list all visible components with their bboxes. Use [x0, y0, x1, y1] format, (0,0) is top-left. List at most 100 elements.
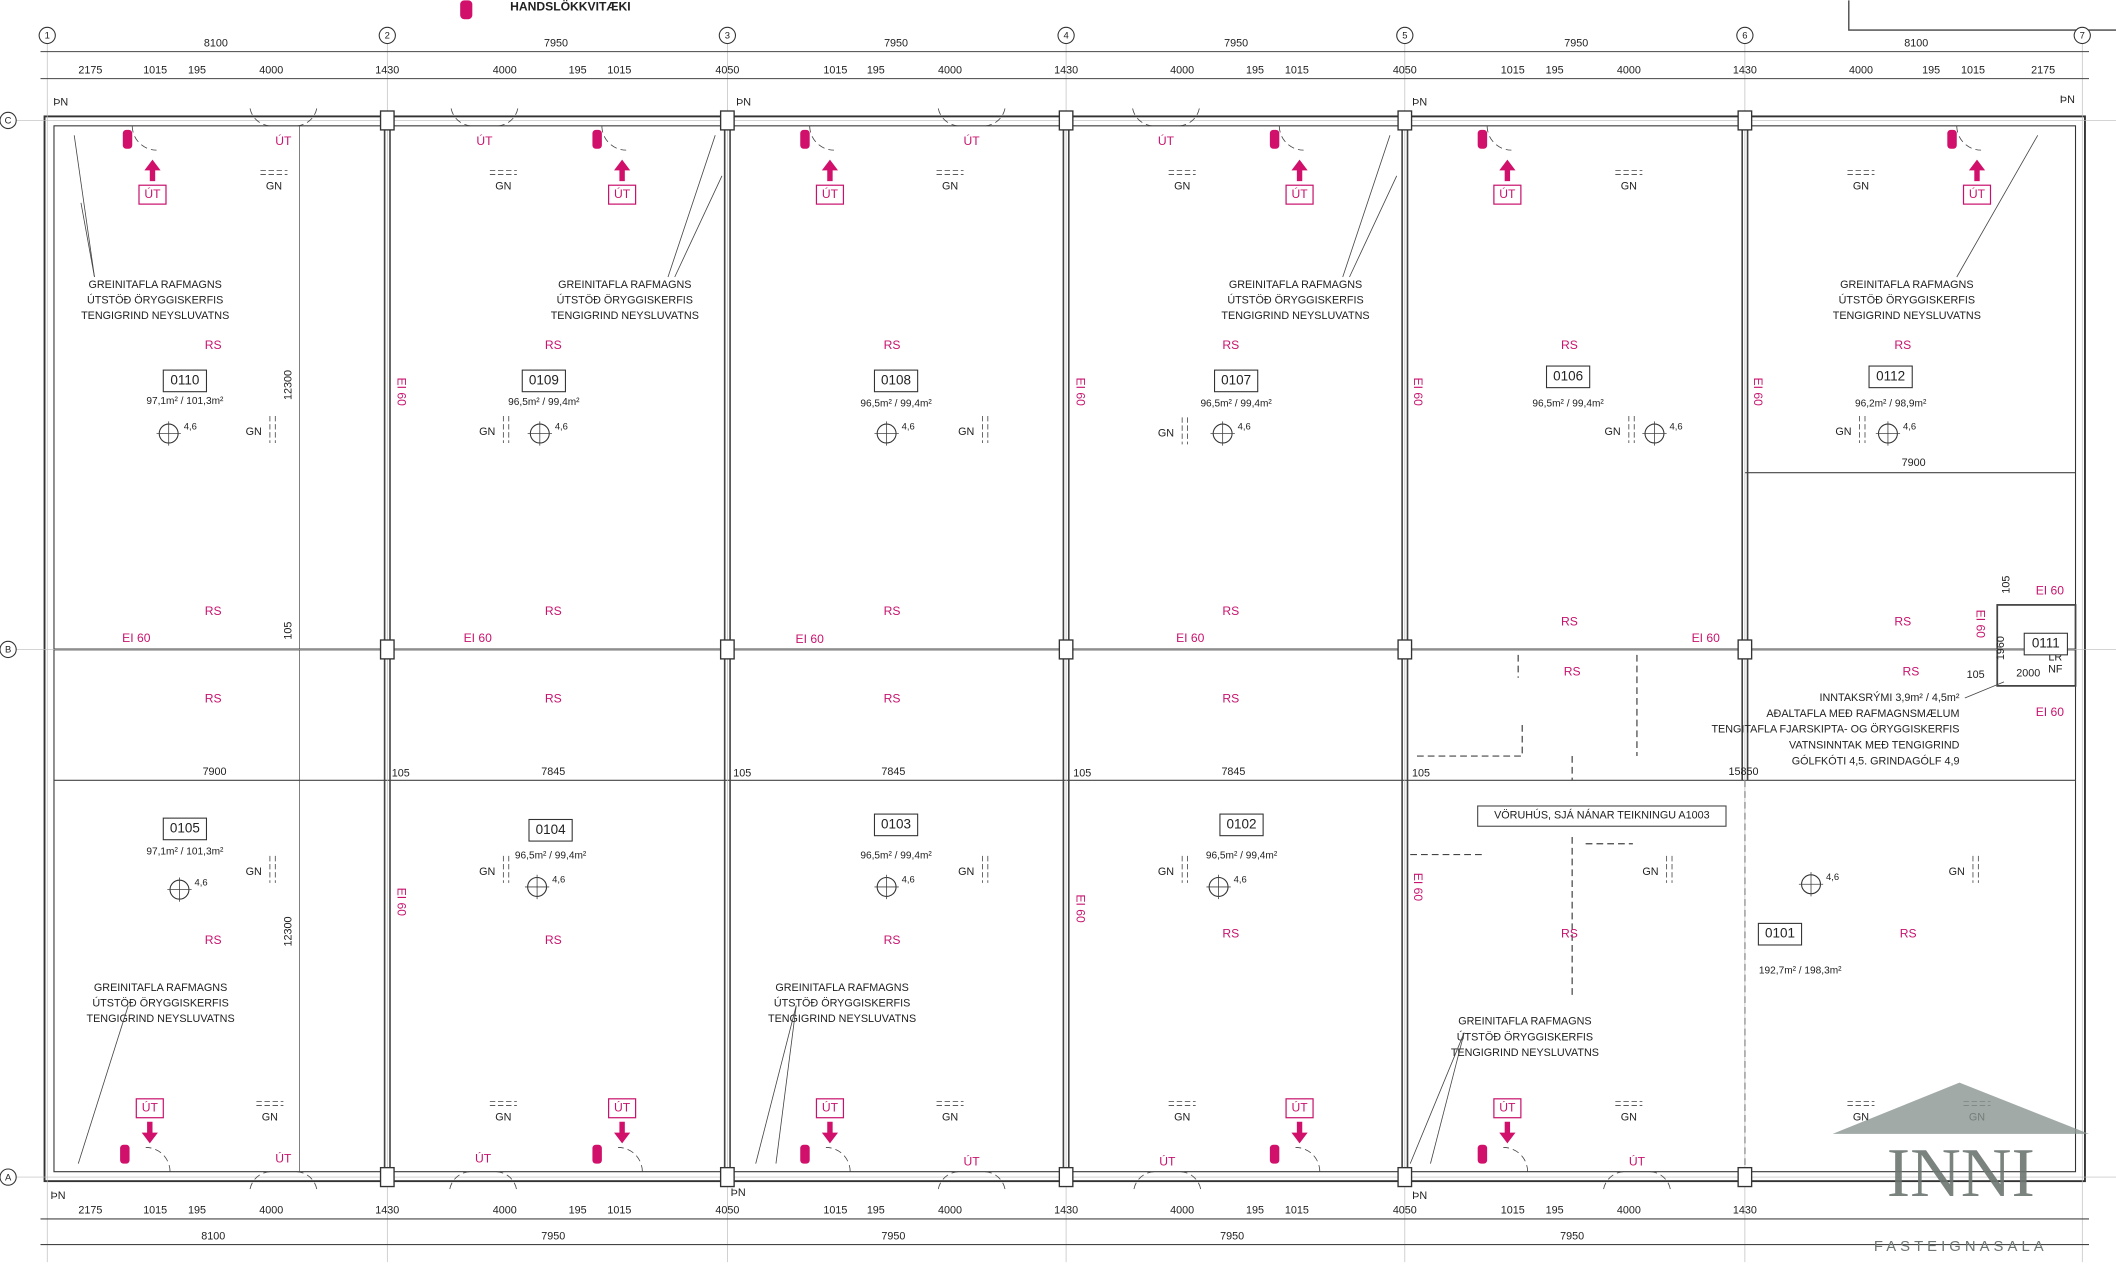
dimension: 2175 [78, 64, 102, 76]
door-swing [1278, 125, 1304, 151]
dimension: 1015 [607, 1205, 631, 1217]
room-area: 97,1m² / 101,3m² [146, 847, 224, 858]
gn-label: GN [1835, 426, 1851, 438]
exit-label: ÚT [964, 133, 981, 148]
grid-label: 2 [385, 31, 390, 42]
rs-label: RS [884, 338, 901, 352]
extinguisher [1269, 1144, 1280, 1164]
dimension: 4000 [493, 64, 517, 76]
dimension: 105 [283, 622, 295, 640]
room-number: 0107 [1221, 372, 1251, 387]
gn-label: GN [266, 180, 282, 192]
door-swing [1956, 125, 1982, 151]
room-number-box [1868, 365, 1913, 389]
floor-level-label: 4,6 [902, 421, 915, 432]
rs-label: RS [1894, 615, 1911, 629]
gn-symbol [1615, 169, 1643, 175]
fire-rating: EI 60 [1073, 894, 1087, 923]
dimension: 4050 [715, 64, 739, 76]
dimension: 7950 [1560, 1230, 1584, 1242]
gn-symbol [1181, 417, 1188, 445]
column [719, 639, 735, 660]
dimension: 4000 [1170, 64, 1194, 76]
dimension: 195 [188, 1205, 206, 1217]
dimension: 1960 [1995, 636, 2007, 660]
room-number-box [528, 818, 573, 842]
leader-line [1430, 1032, 1465, 1164]
tn-label: ÞN [1412, 1190, 1427, 1202]
fire-rating: EI 60 [1751, 378, 1765, 407]
intake-note: VATNSINNTAK MEÐ TENGIGRIND [1789, 740, 1960, 752]
door-swing [1131, 105, 1201, 127]
dimension: 1015 [1285, 1205, 1309, 1217]
room-number: 0108 [881, 372, 911, 387]
column [1737, 110, 1753, 131]
column [379, 1166, 395, 1188]
dimension: 7950 [884, 37, 908, 49]
exit-sign [1285, 184, 1314, 205]
dimension: 8100 [201, 1230, 225, 1242]
rs-label: RS [205, 604, 222, 618]
dimension: 4000 [1170, 1205, 1194, 1217]
grid-label: 1 [45, 31, 50, 42]
door-swing [249, 105, 318, 127]
exit-sign [135, 1098, 164, 1119]
fire-rating: EI 60 [2036, 705, 2065, 719]
room-number: 0105 [170, 820, 200, 835]
note: ÚTSTÖÐ ÖRYGGISKERFIS [87, 293, 223, 306]
grid-bubble [0, 1168, 17, 1186]
gn-label: GN [942, 1112, 958, 1124]
column [719, 1166, 735, 1188]
gn-label: GN [495, 1112, 511, 1124]
dimension: 8100 [204, 37, 228, 49]
gn-label: GN [246, 426, 262, 438]
dimension: 1015 [1501, 1205, 1525, 1217]
gn-label: GN [1158, 866, 1174, 878]
door-swing [131, 125, 157, 151]
grid-bubble [1736, 26, 1754, 45]
exit-sign [608, 1098, 637, 1119]
column [1737, 639, 1753, 660]
dimension: 105 [1412, 767, 1430, 779]
logo-roof [1832, 1082, 2090, 1134]
grid-bubble [378, 26, 396, 45]
rs-label: RS [1222, 692, 1239, 706]
extinguisher [1269, 129, 1280, 149]
fire-rating: EI 60 [1973, 610, 1987, 639]
room-number-box [162, 369, 208, 393]
rs-label: RS [1561, 615, 1578, 629]
dimension: 8100 [1904, 37, 1928, 49]
room-wall [1996, 604, 2077, 687]
column [379, 639, 395, 660]
note: ÚTSTÖÐ ÖRYGGISKERFIS [1457, 1030, 1593, 1043]
leader-line [1956, 135, 2039, 278]
leader-line [77, 1005, 129, 1164]
dimension: 1430 [1733, 64, 1757, 76]
rs-label: RS [205, 692, 222, 706]
room-number-box [1545, 365, 1591, 389]
leader-line [73, 135, 95, 278]
extinguisher [1477, 129, 1488, 149]
dimension: 7950 [881, 1230, 905, 1242]
column [1397, 1166, 1413, 1188]
note: ÚTSTÖÐ ÖRYGGISKERFIS [92, 997, 228, 1010]
legend-label: HANDSLÖKKVITÆKI [510, 0, 631, 13]
dimension: 1430 [375, 1205, 399, 1217]
gn-symbol [1181, 855, 1188, 883]
door-swing [145, 1147, 171, 1172]
door-swing [618, 1147, 643, 1172]
dimension: 195 [1546, 1205, 1564, 1217]
floor-level-label: 4,6 [184, 421, 197, 432]
door-swing [1295, 1147, 1321, 1172]
rs-label: RS [1561, 338, 1578, 352]
rs-label: RS [1222, 338, 1239, 352]
gn-symbol [489, 169, 517, 175]
dimension: 1015 [607, 64, 631, 76]
tn-label: ÞN [1412, 97, 1427, 109]
dimension: 4000 [259, 64, 283, 76]
dimension: 1430 [1733, 1205, 1757, 1217]
dimension: 1430 [375, 64, 399, 76]
tn-label: ÞN [2060, 94, 2075, 106]
dimension: 7950 [1564, 37, 1588, 49]
dimension: 15850 [1729, 766, 1759, 778]
